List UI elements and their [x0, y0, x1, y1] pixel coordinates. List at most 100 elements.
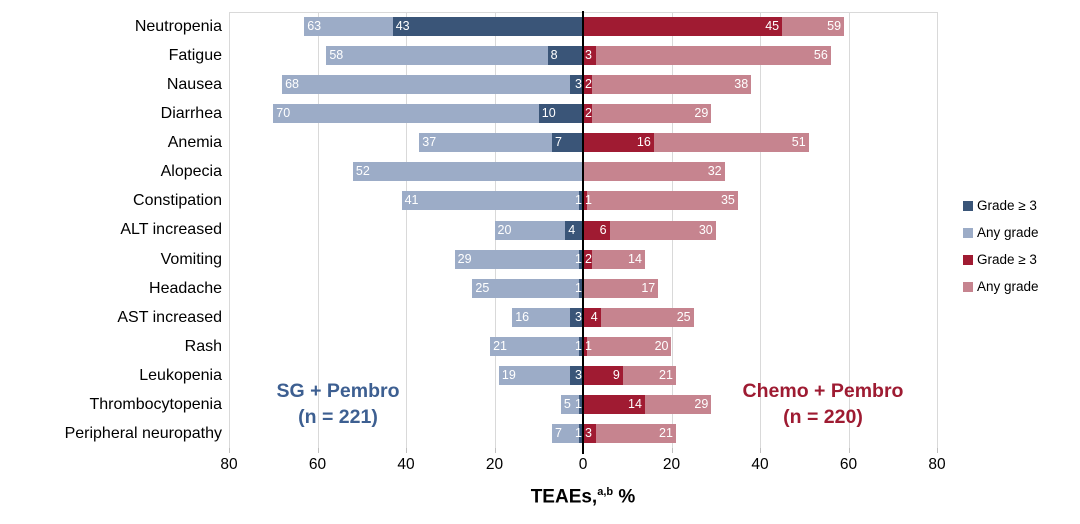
annotation-sg-line2: (n = 221) — [298, 406, 378, 428]
bar-sg-any-grade — [472, 278, 579, 298]
bar-sg-grade3 — [578, 423, 583, 443]
x-tick-mark — [760, 448, 761, 453]
category-label: Thrombocytopenia — [89, 395, 222, 413]
bar-sg-grade3 — [565, 220, 583, 240]
bar-sg-grade3 — [552, 133, 583, 153]
gridline — [760, 12, 761, 448]
annotation-chemo-pembro: Chemo + Pembro (n = 220) — [713, 378, 933, 430]
bar-chemo-grade3 — [583, 104, 592, 124]
x-tick-mark — [406, 448, 407, 453]
bar-chemo-any-grade — [591, 75, 752, 95]
bar-sg-any-grade — [304, 17, 393, 37]
bar-chemo-any-grade — [600, 307, 694, 327]
bar-sg-grade3-value: 3 — [575, 77, 582, 92]
legend-item: Grade ≥ 3 — [963, 246, 1039, 273]
bar-chemo-grade3-value: 45 — [765, 19, 780, 34]
bar-chemo-grade3 — [583, 307, 601, 327]
x-tick-label: 20 — [485, 456, 504, 473]
bar-sg-any-grade-value: 70 — [276, 106, 291, 121]
bar-chemo-grade3-value: 1 — [585, 338, 592, 353]
bar-sg-grade3-value: 1 — [575, 338, 582, 353]
bar-sg-any-grade-value: 5 — [563, 396, 571, 411]
bar-sg-grade3-value: 8 — [550, 48, 558, 63]
legend-item: Any grade — [963, 273, 1039, 300]
bar-chemo-grade3 — [583, 249, 592, 269]
bar-chemo-any-grade-value: 51 — [791, 135, 806, 150]
legend-swatch-icon — [963, 281, 973, 292]
bar-chemo-grade3 — [583, 191, 588, 211]
bar-sg-any-grade-value: 16 — [515, 309, 530, 324]
bar-sg-grade3-value: 4 — [568, 222, 576, 237]
category-label: Alopecia — [160, 163, 222, 181]
bar-chemo-grade3 — [583, 365, 623, 385]
bar-chemo-grade3-value: 3 — [585, 48, 592, 63]
bar-sg-any-grade-value: 68 — [285, 77, 299, 92]
category-label: Peripheral neuropathy — [64, 424, 222, 442]
bar-chemo-any-grade — [591, 104, 712, 124]
annotation-sg-pembro: SG + Pembro (n = 221) — [228, 378, 448, 430]
category-label: Diarrhea — [160, 105, 222, 123]
bar-chemo-any-grade — [591, 249, 645, 269]
x-tick-label: 20 — [662, 456, 681, 473]
bar-sg-grade3 — [569, 307, 583, 327]
x-axis-title: TEAEs,a,b % — [483, 486, 683, 508]
bar-chemo-any-grade-value: 21 — [659, 367, 673, 382]
bar-sg-any-grade-value: 58 — [329, 48, 344, 63]
zero-axis-line — [582, 11, 584, 454]
gridline — [937, 12, 938, 448]
bar-sg-grade3 — [392, 17, 583, 37]
category-label: Rash — [184, 337, 222, 355]
x-tick-label: 60 — [308, 456, 327, 473]
bar-chemo-any-grade — [782, 17, 845, 37]
bar-sg-any-grade — [494, 220, 566, 240]
bar-chemo-grade3-value: 16 — [636, 135, 651, 150]
bar-sg-any-grade-value: 29 — [457, 251, 472, 266]
bar-sg-grade3-value: 3 — [575, 367, 582, 382]
bar-chemo-grade3-value: 2 — [585, 251, 592, 266]
bar-chemo-grade3 — [583, 133, 654, 153]
category-label: Neutropenia — [134, 18, 222, 35]
bar-chemo-any-grade — [644, 394, 712, 414]
bar-chemo-any-grade-value: 21 — [659, 425, 673, 440]
bar-chemo-any-grade-value: 35 — [720, 193, 735, 208]
bar-sg-any-grade-value: 20 — [497, 222, 512, 237]
bar-chemo-grade3-value: 14 — [628, 396, 642, 411]
bar-sg-any-grade — [498, 365, 570, 385]
x-tick-mark — [848, 448, 850, 453]
bar-sg-any-grade-value: 52 — [355, 164, 370, 179]
bar-sg-any-grade-value: 25 — [475, 280, 490, 295]
bar-sg-grade3 — [569, 365, 583, 385]
bar-sg-grade3-value: 7 — [555, 135, 562, 150]
bar-chemo-any-grade-value: 29 — [694, 396, 709, 411]
category-label: Constipation — [133, 192, 222, 210]
x-tick-mark — [229, 448, 230, 453]
bar-sg-any-grade — [401, 191, 579, 211]
category-label: Vomiting — [160, 250, 222, 268]
legend-label: Any grade — [977, 279, 1039, 294]
annotation-sg-line1: SG + Pembro — [276, 380, 400, 402]
legend-label: Any grade — [977, 225, 1039, 240]
bar-chemo-any-grade — [596, 423, 676, 443]
bar-chemo-any-grade — [587, 191, 738, 211]
bar-chemo-any-grade — [596, 46, 831, 66]
x-tick-label: 40 — [751, 456, 769, 473]
bar-sg-grade3 — [578, 278, 583, 298]
x-tick-mark — [494, 448, 496, 453]
bar-sg-any-grade — [512, 307, 570, 327]
annotation-chemo-line2: (n = 220) — [783, 406, 863, 428]
category-label: ALT increased — [120, 221, 222, 239]
bar-sg-any-grade-value: 41 — [404, 193, 419, 208]
bar-sg-grade3-value: 1 — [575, 396, 582, 411]
bar-sg-any-grade — [282, 75, 570, 95]
bar-chemo-any-grade-value: 14 — [628, 251, 642, 266]
bar-chemo-grade3 — [583, 17, 783, 37]
gridline — [229, 12, 230, 448]
category-label: AST increased — [117, 308, 222, 326]
bar-chemo-grade3 — [583, 423, 597, 443]
bar-chemo-any-grade-value: 32 — [707, 164, 722, 179]
gridline — [317, 12, 319, 448]
bar-sg-any-grade-value: 63 — [307, 19, 322, 34]
bar-sg-any-grade — [352, 162, 583, 182]
x-axis-title-unit: % — [613, 486, 636, 508]
category-label: Anemia — [167, 134, 222, 152]
